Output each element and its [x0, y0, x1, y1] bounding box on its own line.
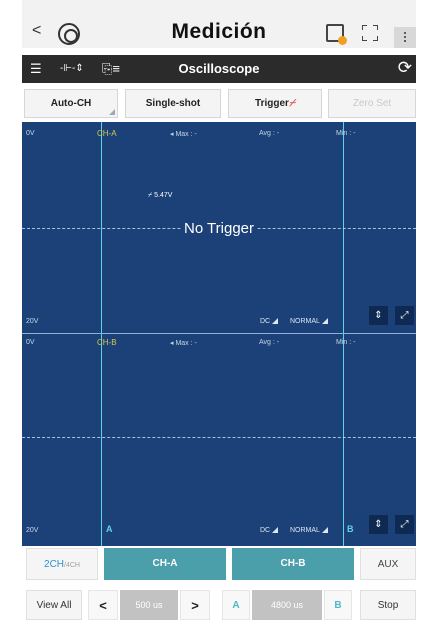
trigger-label: Trigger [255, 98, 289, 109]
cursor-a-button[interactable]: A [222, 590, 250, 620]
tab-ch-b[interactable]: CH-B [232, 548, 354, 580]
ch-b-expand-button[interactable]: ⤢ [395, 515, 414, 534]
trigger-status-text: No Trigger [181, 220, 257, 237]
toolbar-title: Oscilloscope [178, 61, 260, 76]
auto-ch-label: Auto-CH [50, 98, 92, 109]
ch-a-coupling-select[interactable]: DC [260, 318, 279, 325]
stop-button[interactable]: Stop [360, 590, 416, 620]
channel-count-main: 2CH [44, 559, 65, 570]
cursor-b-marker[interactable]: B [347, 524, 354, 534]
panel-divider [22, 333, 416, 334]
tab-aux[interactable]: AUX [360, 548, 416, 580]
ch-a-label: CH-A [97, 129, 117, 138]
ch-b-label: CH-B [97, 338, 117, 347]
zero-set-button[interactable]: Zero Set [328, 89, 416, 118]
probe-icon[interactable]: -⊩-⇕ [60, 63, 84, 74]
trigger-status: No Trigger [22, 220, 416, 237]
view-all-button[interactable]: View All [26, 590, 82, 620]
oscilloscope-display[interactable]: 0V CH-A ◂ Max : - Avg : - Min : - ⌿ 5.47… [22, 122, 416, 546]
vehicle-icon[interactable] [58, 23, 80, 45]
bottom-controls: View All < 500 us > A 4800 us B Stop [22, 586, 416, 626]
focus-icon[interactable] [362, 25, 378, 41]
ch-b-mode: NORMAL [290, 527, 320, 534]
sliders-icon[interactable]: ☰ [30, 61, 42, 76]
channel-tab-row: 2CH/4CH CH-A CH-B AUX [22, 548, 416, 582]
ch-b-volt-top: 0V [26, 339, 35, 346]
cursor-b-line[interactable] [343, 122, 344, 546]
corner-indicator-icon [109, 109, 115, 115]
dropdown-corner-icon [272, 527, 279, 533]
cursor-b-button[interactable]: B [324, 590, 352, 620]
trigger-edge-icon: ⌿ [288, 98, 295, 109]
ch-a-max: ◂ Max : - [170, 131, 197, 138]
auto-ch-button[interactable]: Auto-CH [24, 89, 118, 118]
save-list-icon[interactable]: ⎘≡ [102, 61, 120, 76]
timebase-prev-button[interactable]: < [88, 590, 118, 620]
ch-b-coupling-select[interactable]: DC [260, 527, 279, 534]
dropdown-corner-icon [321, 527, 328, 533]
ch-b-center-line [22, 437, 416, 438]
dropdown-corner-icon [272, 318, 279, 324]
single-shot-button[interactable]: Single-shot [125, 89, 221, 118]
cursor-a-line[interactable] [101, 122, 102, 546]
back-button[interactable]: < [32, 22, 42, 39]
cursor-delta-value: 4800 us [252, 590, 322, 620]
ch-b-max: ◂ Max : - [170, 340, 197, 347]
trigger-level-value: 5.47V [154, 192, 173, 199]
ch-a-mode-select[interactable]: NORMAL [290, 318, 328, 325]
calendar-icon[interactable] [326, 24, 347, 45]
app-bar: < Medición [22, 0, 416, 48]
dropdown-corner-icon [321, 318, 328, 324]
channel-count-alt: /4CH [64, 562, 80, 569]
scope-toolbar: ☰ -⊩-⇕ ⎘≡ Oscilloscope ⟳ [22, 55, 416, 83]
timebase-value: 500 us [120, 590, 178, 620]
cursor-a-marker[interactable]: A [106, 524, 113, 534]
channel-b-panel: 0V CH-B ◂ Max : - Avg : - Min : - 20V A … [22, 335, 416, 543]
ch-a-mode: NORMAL [290, 318, 320, 325]
trigger-button[interactable]: Trigger⌿ [228, 89, 322, 118]
zero-set-label: Zero Set [352, 98, 392, 109]
ch-a-expand-button[interactable]: ⤢ [395, 306, 414, 325]
trigger-edge-icon: ⌿ [148, 192, 155, 199]
ch-a-min: Min : - [336, 130, 356, 137]
tab-ch-a[interactable]: CH-A [104, 548, 226, 580]
kebab-icon[interactable] [394, 27, 416, 48]
trigger-level-marker[interactable]: ⌿ 5.47V [148, 192, 172, 200]
ch-b-coupling: DC [260, 527, 271, 534]
ch-a-coupling: DC [260, 318, 271, 325]
ch-a-volt-bottom: 20V [26, 318, 39, 325]
refresh-icon[interactable]: ⟳ [397, 58, 412, 77]
app-frame: < Medición ☰ -⊩-⇕ ⎘≡ Oscilloscope ⟳ Auto… [22, 0, 416, 631]
channel-a-panel: 0V CH-A ◂ Max : - Avg : - Min : - ⌿ 5.47… [22, 122, 416, 330]
ch-b-min: Min : - [336, 339, 356, 346]
single-shot-label: Single-shot [145, 98, 201, 109]
page-title: Medición [171, 20, 267, 43]
channel-count-toggle[interactable]: 2CH/4CH [26, 548, 98, 580]
scope-button-row: Auto-CH Single-shot Trigger⌿ Zero Set [22, 87, 416, 120]
ch-a-avg: Avg : - [259, 130, 280, 137]
ch-b-volt-bottom: 20V [26, 527, 39, 534]
ch-b-avg: Avg : - [259, 339, 280, 346]
ch-b-mode-select[interactable]: NORMAL [290, 527, 328, 534]
ch-a-volt-top: 0V [26, 130, 35, 137]
ch-a-scale-button[interactable]: ⇕ [369, 306, 388, 325]
timebase-next-button[interactable]: > [180, 590, 210, 620]
ch-b-scale-button[interactable]: ⇕ [369, 515, 388, 534]
